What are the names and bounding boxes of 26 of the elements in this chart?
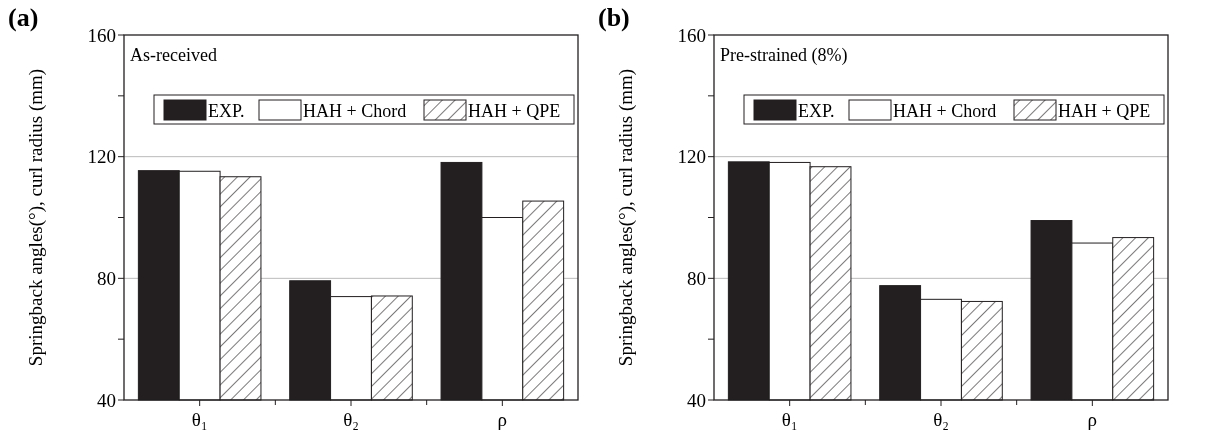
x-tick-label: θ₂	[933, 409, 949, 430]
y-tick-label: 160	[677, 24, 706, 46]
x-tick-label: ρ	[1087, 409, 1098, 430]
legend-label: HAH + Chord	[303, 101, 407, 121]
y-axis-title: Springback angles(°), curl radius (mm)	[25, 68, 47, 367]
y-tick-label: 120	[87, 146, 116, 168]
y-tick-label: 80	[97, 267, 116, 289]
y-axis-title: Springback angles(°), curl radius (mm)	[615, 68, 637, 367]
chart-title: (a)	[8, 3, 39, 32]
text: Pre-strained (8%)	[720, 45, 848, 66]
legend-label: HAH + QPE	[468, 101, 561, 121]
chart-title: (b)	[598, 3, 630, 32]
x-tick-label: ρ	[497, 409, 508, 430]
x-tick-label: θ₁	[191, 409, 208, 430]
legend-label: HAH + QPE	[1058, 101, 1151, 121]
y-tick-label: 120	[677, 146, 706, 168]
x-tick-label: θ₂	[343, 409, 359, 430]
y-tick-label: 160	[87, 24, 116, 46]
y-tick-label: 40	[97, 389, 116, 411]
y-tick-label: 80	[687, 267, 706, 289]
legend-label: HAH + Chord	[893, 101, 997, 121]
text: As-received	[130, 45, 217, 65]
legend-label: EXP.	[798, 101, 835, 121]
x-tick-label: θ₁	[781, 409, 798, 430]
y-tick-label: 40	[687, 389, 706, 411]
legend-label: EXP.	[208, 101, 245, 121]
